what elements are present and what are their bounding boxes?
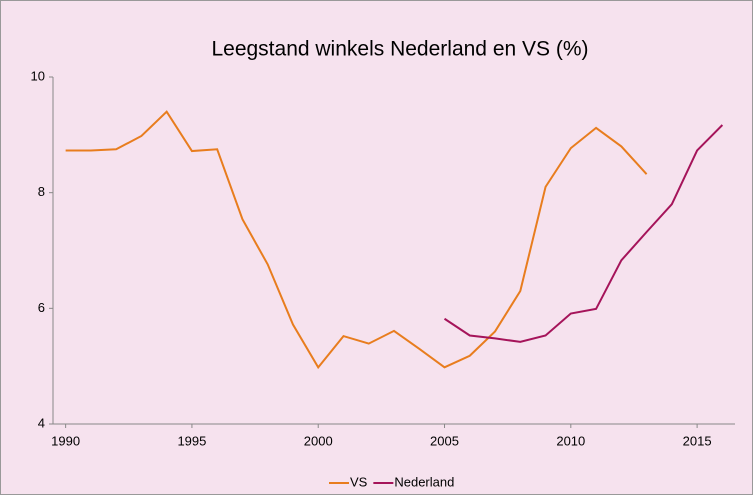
y-tick-label: 10 bbox=[31, 68, 45, 83]
legend-label: VS bbox=[350, 474, 368, 489]
y-tick-label: 6 bbox=[38, 300, 45, 315]
y-tick-label: 8 bbox=[38, 184, 45, 199]
x-tick-label: 2000 bbox=[304, 433, 333, 448]
line bbox=[65, 110, 648, 370]
x-tick-label: 2015 bbox=[683, 433, 712, 448]
chart-title: Leegstand winkels Nederland en VS (%) bbox=[211, 38, 588, 61]
legend-label: Nederland bbox=[394, 474, 454, 489]
x-tick-label: 2010 bbox=[556, 433, 585, 448]
x-tick-label: 1995 bbox=[177, 433, 206, 448]
line bbox=[443, 124, 724, 343]
x-tick-label: 1990 bbox=[51, 433, 80, 448]
y-tick-label: 4 bbox=[38, 415, 45, 430]
x-tick-label: 2005 bbox=[430, 433, 459, 448]
